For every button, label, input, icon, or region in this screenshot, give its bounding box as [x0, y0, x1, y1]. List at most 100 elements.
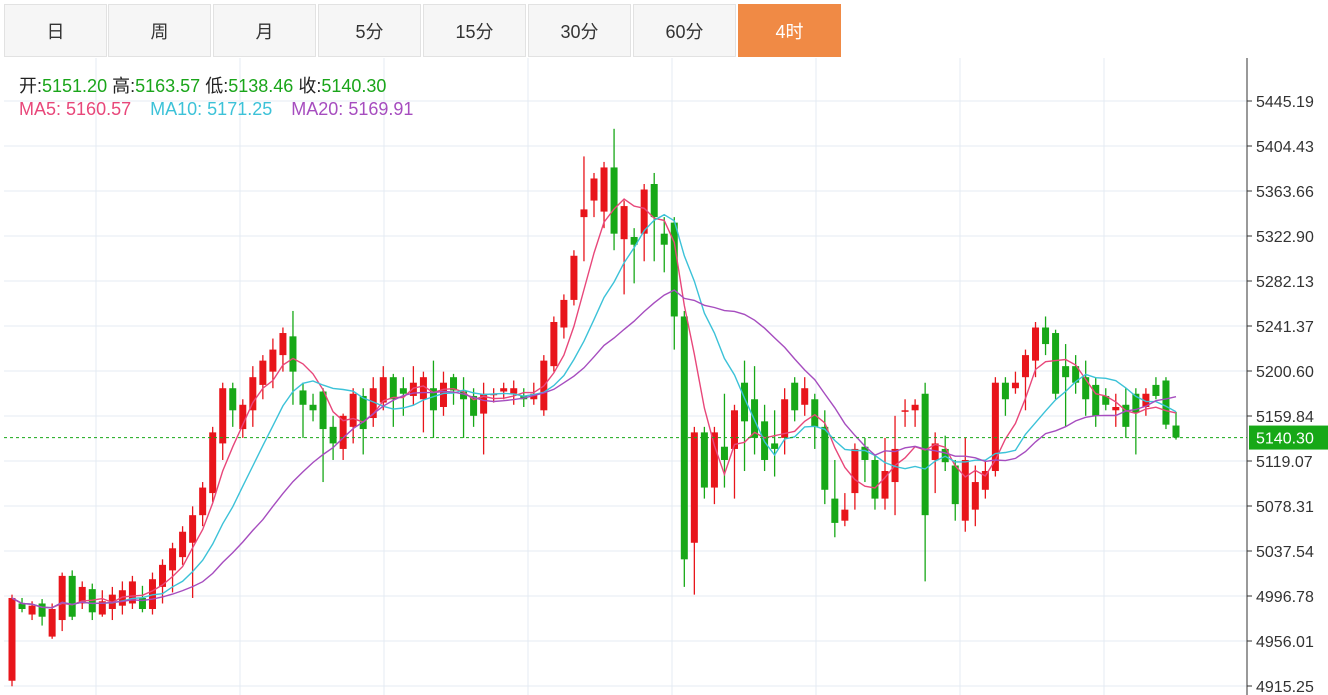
- candle: [821, 410, 829, 505]
- candle: [550, 316, 558, 372]
- candle-body: [871, 459, 879, 499]
- tab-month[interactable]: 月: [213, 4, 316, 57]
- candle-body: [590, 178, 598, 201]
- candle-body: [18, 603, 26, 610]
- candle: [921, 382, 929, 582]
- candle: [219, 382, 227, 460]
- last-price-label: 5140.30: [1256, 431, 1314, 448]
- candle: [781, 388, 789, 455]
- candle-body: [1032, 327, 1040, 361]
- candle-body: [1142, 393, 1150, 407]
- candle: [419, 371, 427, 433]
- candle: [851, 443, 859, 510]
- ma10-value: 5171.25: [207, 99, 273, 119]
- candle-body: [841, 509, 849, 521]
- candle-body: [650, 184, 658, 218]
- candle-body: [138, 597, 146, 610]
- candle: [901, 399, 909, 427]
- candle: [128, 575, 136, 610]
- low-label: 低:: [205, 76, 229, 96]
- candle-body: [781, 399, 789, 438]
- candle-body: [480, 393, 488, 414]
- close-label: 收:: [298, 76, 322, 96]
- candle-body: [500, 388, 508, 392]
- candle-body: [720, 446, 728, 460]
- candle-body: [159, 564, 167, 587]
- y-tick-label: 5241.37: [1256, 319, 1314, 336]
- candle-body: [921, 393, 929, 516]
- candle: [1132, 388, 1140, 455]
- candle-body: [199, 487, 207, 516]
- candle-body: [169, 548, 177, 571]
- candle-body: [610, 167, 618, 234]
- y-tick-label: 5119.07: [1256, 454, 1313, 471]
- candle: [68, 570, 76, 621]
- candle: [1062, 344, 1070, 427]
- candle-body: [881, 471, 889, 499]
- candle-body: [209, 432, 217, 494]
- candle: [329, 415, 337, 460]
- tab-5min[interactable]: 5分: [318, 4, 421, 57]
- low-value: 5138.46: [228, 76, 294, 96]
- candle-body: [219, 388, 227, 444]
- candle-body: [690, 432, 698, 543]
- candle-body: [1082, 377, 1090, 400]
- candle-body: [821, 426, 829, 490]
- tab-4hour[interactable]: 4时: [738, 4, 841, 57]
- y-tick-label: 5363.66: [1256, 184, 1314, 201]
- candle-body: [1011, 382, 1019, 389]
- candle-body: [1092, 384, 1100, 416]
- candle: [811, 393, 819, 449]
- candle: [399, 377, 407, 416]
- candle: [580, 156, 588, 262]
- candle: [951, 459, 959, 521]
- candle: [199, 482, 207, 527]
- candles: [8, 128, 1180, 687]
- candle: [801, 377, 809, 416]
- candle: [1162, 377, 1170, 430]
- y-tick-label: 5078.31: [1256, 499, 1314, 516]
- candle-body: [8, 597, 16, 681]
- kline-chart[interactable]: 5445.19 5404.43 5363.66 5322.90 5282.13 5241.…: [0, 58, 1328, 695]
- tab-15min[interactable]: 15分: [423, 4, 526, 57]
- y-tick-label: 5159.84: [1256, 409, 1314, 426]
- open-value: 5151.20: [42, 76, 108, 96]
- candle-body: [530, 393, 538, 400]
- candle: [660, 217, 668, 273]
- candle-body: [379, 377, 387, 403]
- candle-body: [319, 391, 327, 430]
- candle-body: [1001, 382, 1009, 400]
- ma5-value: 5160.57: [66, 99, 132, 119]
- ma20-value: 5169.91: [348, 99, 414, 119]
- last-price-marker: 5140.30: [4, 425, 1328, 450]
- candle-body: [660, 233, 668, 245]
- candle: [259, 355, 267, 400]
- candle: [881, 437, 889, 510]
- candle: [510, 380, 518, 405]
- ma5-line: [11, 198, 1177, 609]
- candle-body: [259, 360, 267, 385]
- candle-body: [399, 388, 407, 394]
- ma10-label: MA10:: [150, 99, 203, 119]
- candle: [470, 388, 478, 427]
- y-tick-label: 5322.90: [1256, 229, 1314, 246]
- candle: [319, 388, 327, 483]
- tab-60min[interactable]: 60分: [633, 4, 736, 57]
- candle: [1122, 388, 1130, 438]
- y-tick-label: 4915.25: [1256, 679, 1314, 695]
- candle-body: [68, 575, 76, 617]
- candle-body: [189, 515, 197, 543]
- tab-week[interactable]: 周: [108, 4, 211, 57]
- tab-30min[interactable]: 30分: [528, 4, 631, 57]
- candle-body: [128, 581, 136, 604]
- candle: [239, 399, 247, 438]
- open-label: 开:: [19, 76, 43, 96]
- candle: [720, 393, 728, 488]
- candle-body: [359, 395, 367, 430]
- tab-day[interactable]: 日: [4, 4, 107, 57]
- candle-body: [961, 459, 969, 521]
- candle: [1092, 377, 1100, 427]
- candle-body: [570, 255, 578, 300]
- candle: [791, 377, 799, 422]
- candle-body: [429, 388, 437, 411]
